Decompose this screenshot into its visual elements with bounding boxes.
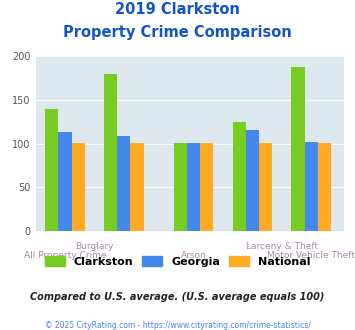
- Bar: [305, 142, 318, 231]
- Text: Burglary: Burglary: [75, 242, 114, 251]
- Text: Property Crime Comparison: Property Crime Comparison: [63, 25, 292, 40]
- Text: Compared to U.S. average. (U.S. average equals 100): Compared to U.S. average. (U.S. average …: [30, 292, 325, 302]
- Bar: [104, 75, 117, 231]
- Bar: [259, 143, 272, 231]
- Text: Larceny & Theft: Larceny & Theft: [246, 242, 318, 251]
- Text: Arson: Arson: [181, 251, 207, 260]
- Text: Motor Vehicle Theft: Motor Vehicle Theft: [267, 251, 355, 260]
- Bar: [45, 109, 58, 231]
- Bar: [72, 143, 85, 231]
- Bar: [291, 67, 305, 231]
- Bar: [117, 136, 130, 231]
- Text: All Property Crime: All Property Crime: [24, 251, 106, 260]
- Bar: [246, 130, 259, 231]
- Bar: [318, 143, 331, 231]
- Bar: [200, 143, 213, 231]
- Text: © 2025 CityRating.com - https://www.cityrating.com/crime-statistics/: © 2025 CityRating.com - https://www.city…: [45, 321, 310, 330]
- Bar: [187, 143, 200, 231]
- Legend: Clarkston, Georgia, National: Clarkston, Georgia, National: [45, 255, 310, 267]
- Bar: [130, 143, 144, 231]
- Text: 2019 Clarkston: 2019 Clarkston: [115, 2, 240, 16]
- Bar: [174, 143, 187, 231]
- Bar: [233, 122, 246, 231]
- Bar: [58, 132, 72, 231]
